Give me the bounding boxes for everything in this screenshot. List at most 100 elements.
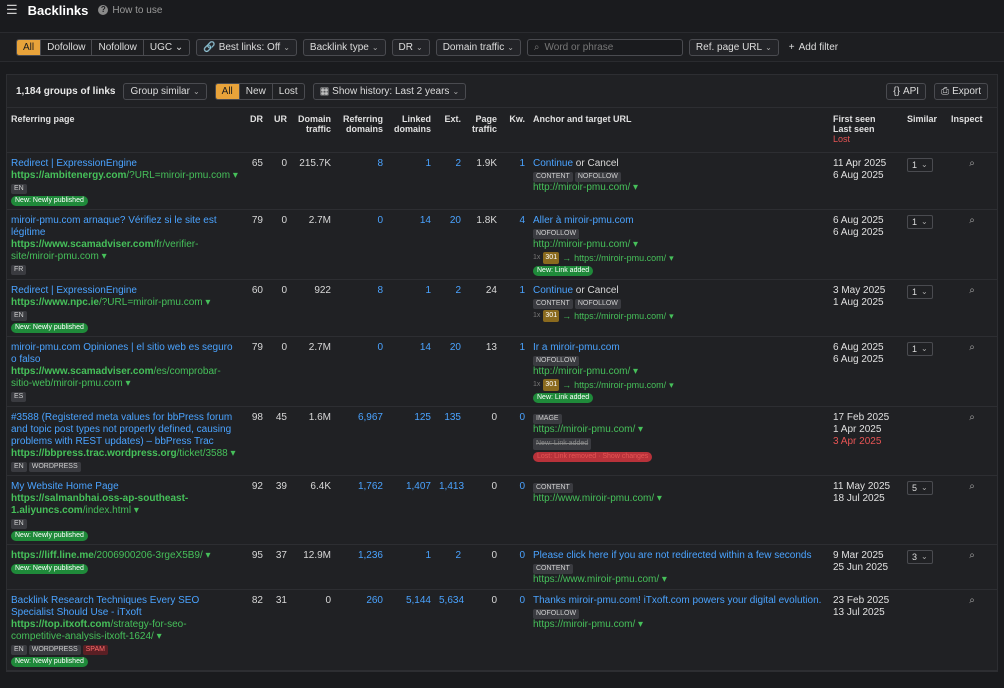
- referring-page-url[interactable]: https://liff.line.me/2006900206-3rgeX5B9…: [11, 550, 211, 561]
- how-to-use-link[interactable]: ? How to use: [98, 5, 162, 16]
- referring-page-url[interactable]: https://bbpress.trac.wordpress.org/ticke…: [11, 448, 236, 459]
- referring-page-url[interactable]: https://salmanbhai.oss-ap-southeast-1.al…: [11, 493, 189, 516]
- search-input[interactable]: ⌕ Word or phrase: [526, 38, 683, 56]
- linked-domains-cell[interactable]: 1: [387, 279, 435, 337]
- ext-cell[interactable]: 2: [435, 544, 465, 590]
- referring-domains-cell[interactable]: 260: [335, 589, 387, 671]
- referring-domains-cell[interactable]: 1,762: [335, 475, 387, 545]
- magnifier-icon[interactable]: ⌕: [969, 595, 975, 606]
- similar-dropdown[interactable]: 3 ⌄: [907, 550, 933, 564]
- target-url[interactable]: https://miroir-pmu.com/ ▾: [533, 424, 644, 435]
- referring-page-title[interactable]: miroir-pmu.com arnaque? Vérifiez si le s…: [11, 215, 217, 238]
- referring-page-url[interactable]: https://www.npc.ie/?URL=miroir-pmu.com ▾: [11, 297, 211, 308]
- referring-page-title[interactable]: Redirect | ExpressionEngine: [11, 158, 137, 169]
- target-url[interactable]: https://miroir-pmu.com/ ▾: [533, 619, 644, 630]
- kw-cell[interactable]: 0: [501, 406, 529, 476]
- backlink-type-dropdown[interactable]: Backlink type ⌄: [302, 38, 386, 56]
- kw-cell[interactable]: 0: [501, 544, 529, 590]
- tab-lost[interactable]: Lost: [278, 85, 298, 97]
- target-url[interactable]: http://miroir-pmu.com/ ▾: [533, 239, 639, 250]
- anchor-text[interactable]: Continue: [533, 158, 574, 169]
- referring-domains-cell[interactable]: 8: [335, 279, 387, 337]
- api-button[interactable]: {} API: [886, 82, 927, 100]
- domain-traffic-dropdown[interactable]: Domain traffic ⌄: [435, 38, 521, 56]
- similar-dropdown[interactable]: 1 ⌄: [907, 285, 933, 299]
- similar-dropdown[interactable]: 1 ⌄: [907, 158, 933, 172]
- magnifier-icon[interactable]: ⌕: [969, 285, 975, 296]
- col-dates[interactable]: First seen Last seen Lost: [829, 108, 903, 153]
- referring-page-title[interactable]: Redirect | ExpressionEngine: [11, 285, 137, 296]
- magnifier-icon[interactable]: ⌕: [969, 158, 975, 169]
- add-filter-button[interactable]: + Add filter: [788, 41, 839, 53]
- ext-cell[interactable]: 20: [435, 209, 465, 280]
- kw-cell[interactable]: 0: [501, 589, 529, 671]
- referring-domains-cell[interactable]: 0: [335, 209, 387, 280]
- referring-page-title[interactable]: Backlink Research Techniques Every SEO S…: [11, 595, 200, 618]
- linked-domains-cell[interactable]: 1: [387, 152, 435, 210]
- referring-domains-cell[interactable]: 8: [335, 152, 387, 210]
- ext-cell[interactable]: 20: [435, 336, 465, 407]
- col-referring-domains[interactable]: Referring domains: [335, 108, 387, 153]
- show-history-dropdown[interactable]: ▦ Show history: Last 2 years ⌄: [312, 82, 467, 100]
- target-url[interactable]: http://www.miroir-pmu.com/ ▾: [533, 493, 662, 504]
- referring-page-url[interactable]: https://top.itxoft.com/strategy-for-seo-…: [11, 619, 187, 642]
- col-dr[interactable]: DR: [243, 108, 267, 153]
- magnifier-icon[interactable]: ⌕: [969, 342, 975, 353]
- col-similar[interactable]: Similar: [903, 108, 947, 153]
- referring-page-url[interactable]: https://www.scamadviser.com/fr/verifier-…: [11, 239, 199, 262]
- referring-domains-cell[interactable]: 1,236: [335, 544, 387, 590]
- col-ext[interactable]: Ext.: [435, 108, 465, 153]
- anchor-text[interactable]: Ir a miroir-pmu.com: [533, 342, 620, 353]
- linked-domains-cell[interactable]: 14: [387, 209, 435, 280]
- ext-cell[interactable]: 135: [435, 406, 465, 476]
- referring-domains-cell[interactable]: 6,967: [335, 406, 387, 476]
- similar-dropdown[interactable]: 1 ⌄: [907, 215, 933, 229]
- ref-page-url-dropdown[interactable]: Ref. page URL ⌄: [688, 38, 779, 56]
- referring-page-title[interactable]: My Website Home Page: [11, 481, 119, 492]
- kw-cell[interactable]: 1: [501, 152, 529, 210]
- referring-page-url[interactable]: https://www.scamadviser.com/es/comprobar…: [11, 366, 221, 389]
- col-kw[interactable]: Kw.: [501, 108, 529, 153]
- linked-domains-cell[interactable]: 14: [387, 336, 435, 407]
- col-inspect[interactable]: Inspect: [947, 108, 997, 153]
- filter-dofollow[interactable]: Dofollow: [41, 39, 93, 55]
- col-page-traffic[interactable]: Page traffic: [465, 108, 501, 153]
- referring-page-url[interactable]: https://ambitenergy.com/?URL=miroir-pmu.…: [11, 170, 238, 181]
- similar-dropdown[interactable]: 5 ⌄: [907, 481, 933, 495]
- target-url[interactable]: http://miroir-pmu.com/ ▾: [533, 182, 639, 193]
- kw-cell[interactable]: 1: [501, 336, 529, 407]
- tab-all[interactable]: All: [215, 83, 240, 99]
- kw-cell[interactable]: 4: [501, 209, 529, 280]
- anchor-text[interactable]: Thanks miroir-pmu.com! iTxoft.com powers…: [533, 595, 822, 606]
- linked-domains-cell[interactable]: 1,407: [387, 475, 435, 545]
- magnifier-icon[interactable]: ⌕: [969, 215, 975, 226]
- magnifier-icon[interactable]: ⌕: [969, 481, 975, 492]
- similar-dropdown[interactable]: 1 ⌄: [907, 342, 933, 356]
- hamburger-menu-icon[interactable]: ☰: [6, 2, 18, 17]
- ext-cell[interactable]: 2: [435, 152, 465, 210]
- referring-page-title[interactable]: #3588 (Registered meta values for bbPres…: [11, 412, 233, 447]
- magnifier-icon[interactable]: ⌕: [969, 550, 975, 561]
- linked-domains-cell[interactable]: 1: [387, 544, 435, 590]
- target-url[interactable]: https://www.miroir-pmu.com/ ▾: [533, 574, 667, 585]
- redirect-chain[interactable]: 1x 301 → https://miroir-pmu.com/▾: [533, 310, 674, 322]
- col-anchor[interactable]: Anchor and target URL: [529, 108, 829, 153]
- col-linked-domains[interactable]: Linked domains: [387, 108, 435, 153]
- kw-cell[interactable]: 1: [501, 279, 529, 337]
- export-button[interactable]: ⎙ Export: [934, 82, 988, 100]
- anchor-text[interactable]: Continue: [533, 285, 574, 296]
- magnifier-icon[interactable]: ⌕: [969, 412, 975, 423]
- linked-domains-cell[interactable]: 5,144: [387, 589, 435, 671]
- col-referring-page[interactable]: Referring page: [7, 108, 243, 153]
- referring-domains-cell[interactable]: 0: [335, 336, 387, 407]
- ext-cell[interactable]: 2: [435, 279, 465, 337]
- linked-domains-cell[interactable]: 125: [387, 406, 435, 476]
- group-similar-dropdown[interactable]: Group similar ⌄: [123, 82, 207, 100]
- filter-ugc[interactable]: UGC ⌄: [149, 41, 184, 53]
- referring-page-title[interactable]: miroir-pmu.com Opiniones | el sitio web …: [11, 342, 233, 365]
- anchor-text[interactable]: Please click here if you are not redirec…: [533, 550, 812, 561]
- dr-dropdown[interactable]: DR ⌄: [391, 38, 430, 56]
- redirect-chain[interactable]: 1x 301 → https://miroir-pmu.com/▾: [533, 252, 674, 264]
- lost-status-badge[interactable]: Lost: Link removed · Show changes: [533, 452, 653, 462]
- col-ur[interactable]: UR: [267, 108, 291, 153]
